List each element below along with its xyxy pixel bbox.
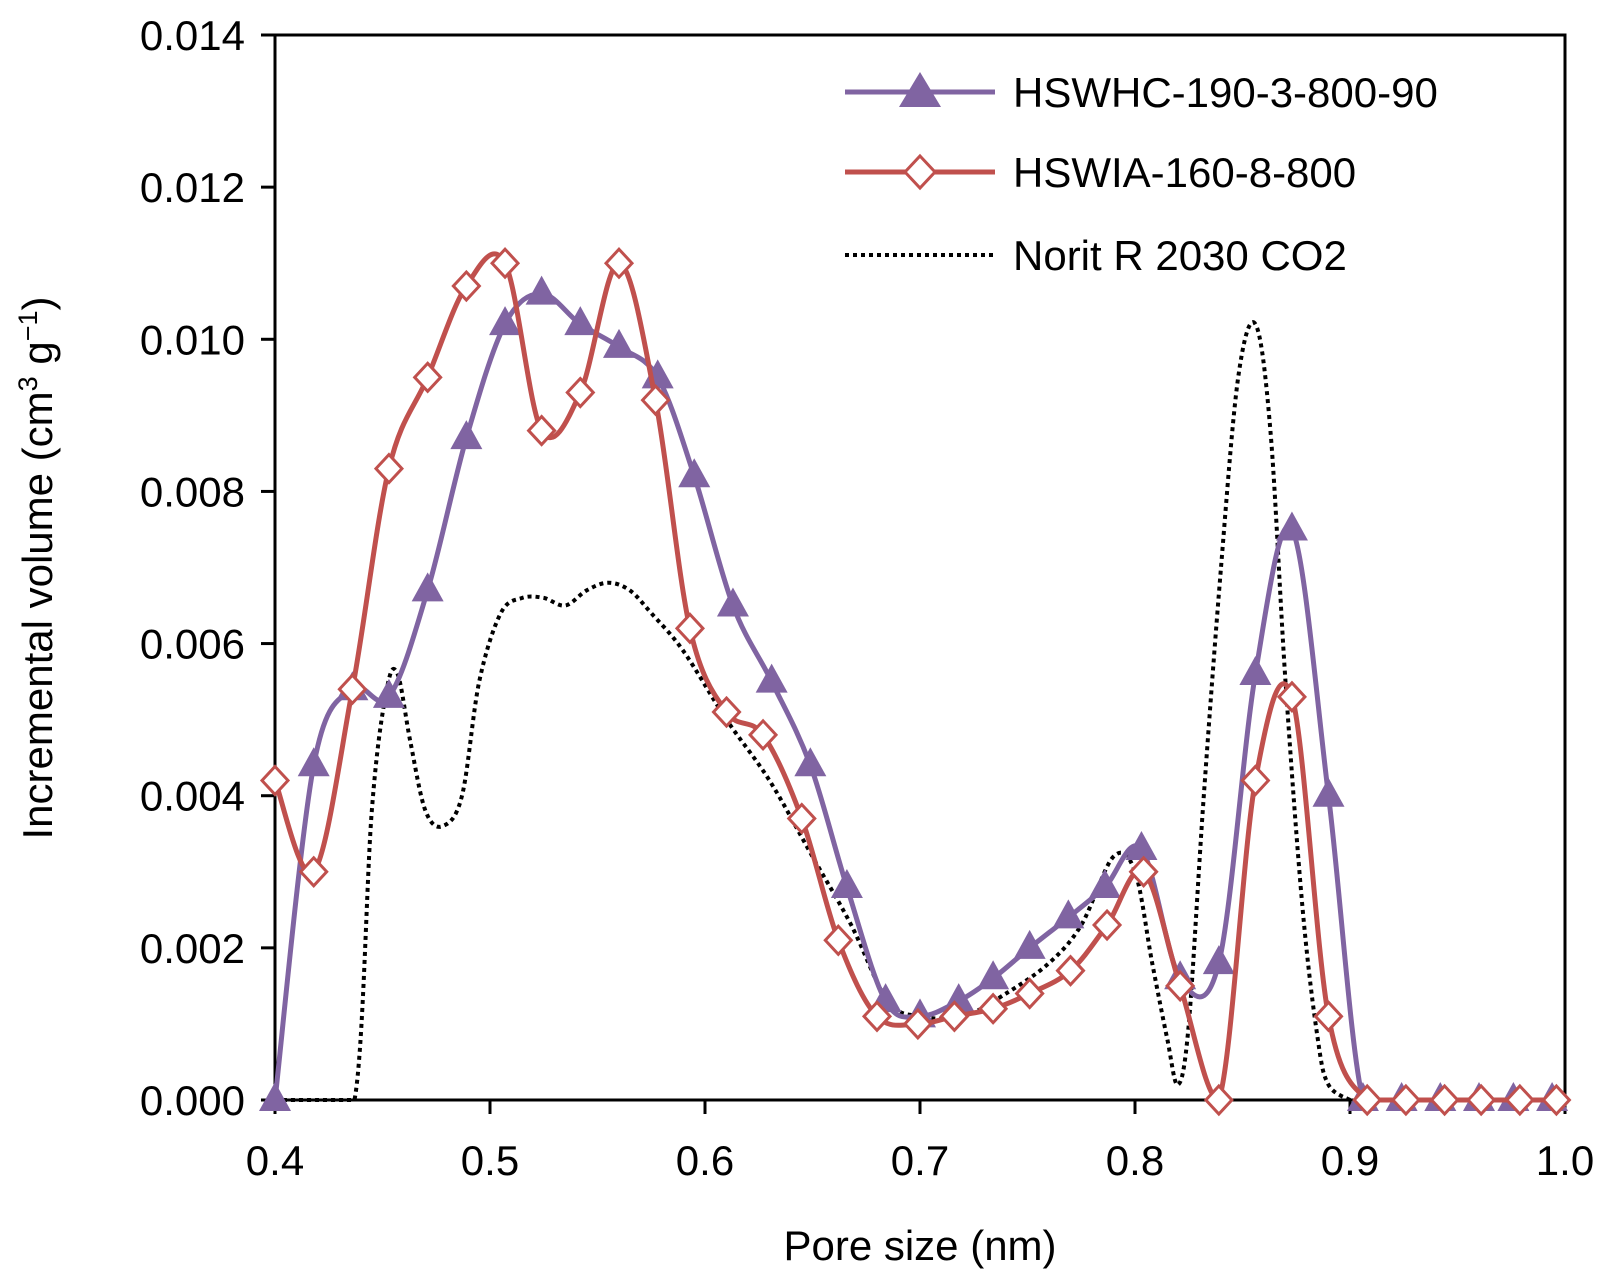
data-point-triangle — [1239, 656, 1272, 685]
data-point-diamond — [490, 247, 521, 280]
data-point-triangle — [977, 960, 1010, 990]
data-point-diamond — [786, 802, 817, 835]
series-1 — [259, 247, 1572, 1117]
x-axis: 0.4 0.5 0.6 0.7 0.8 0.9 1.0 — [246, 1100, 1594, 1184]
data-point-triangle — [259, 1082, 291, 1111]
data-point-triangle — [678, 458, 711, 488]
y-tick-label: 0.006 — [140, 621, 245, 668]
data-point-triangle — [794, 747, 827, 777]
data-point-triangle — [297, 747, 330, 777]
data-point-diamond — [1014, 977, 1045, 1010]
legend-marker-triangle — [899, 72, 941, 107]
data-point-triangle — [1013, 929, 1046, 959]
data-point-triangle — [525, 275, 558, 305]
series-layer — [259, 247, 1572, 1117]
y-tick-label: 0.008 — [140, 468, 245, 515]
data-point-diamond — [978, 992, 1009, 1025]
y-tick-label: 0.012 — [140, 164, 245, 211]
x-axis-title: Pore size (nm) — [783, 1222, 1056, 1269]
legend-label-hswia: HSWIA-160-8-800 — [1013, 149, 1356, 196]
data-point-diamond — [451, 269, 482, 303]
x-tick-label: 0.4 — [246, 1137, 304, 1184]
data-point-diamond — [1466, 1083, 1497, 1117]
data-point-diamond — [373, 452, 404, 485]
data-point-diamond — [1092, 908, 1123, 942]
data-point-diamond — [565, 376, 596, 409]
y-axis: 0.000 0.002 0.004 0.006 0.008 0.010 0.012 0.014 — [140, 12, 275, 1124]
y-tick-label: 0.014 — [140, 12, 245, 59]
y-tick-label: 0.004 — [140, 773, 245, 820]
y-tick-label: 0.000 — [140, 1077, 245, 1124]
data-point-diamond — [1390, 1083, 1421, 1117]
data-point-diamond — [748, 718, 779, 752]
data-point-diamond — [902, 1007, 933, 1041]
data-point-triangle — [372, 678, 405, 708]
data-point-diamond — [939, 1000, 970, 1033]
x-tick-label: 0.5 — [461, 1137, 519, 1184]
data-point-diamond — [337, 673, 368, 706]
data-point-diamond — [861, 1000, 893, 1033]
data-point-triangle — [1088, 869, 1121, 898]
data-point-diamond — [1240, 764, 1271, 797]
data-point-triangle — [1312, 777, 1345, 807]
data-point-diamond — [1276, 680, 1307, 714]
data-point-diamond — [1165, 969, 1196, 1003]
data-point-diamond — [1504, 1083, 1535, 1117]
legend-marker-diamond — [902, 153, 938, 191]
data-point-diamond — [298, 855, 329, 888]
data-point-diamond — [711, 695, 742, 729]
data-point-diamond — [1055, 954, 1086, 987]
series-2 — [274, 320, 1352, 1102]
x-tick-label: 1.0 — [1536, 1137, 1594, 1184]
data-point-diamond — [1313, 1000, 1344, 1033]
data-point-triangle — [755, 663, 788, 693]
data-point-triangle — [830, 869, 863, 898]
data-point-diamond — [603, 247, 635, 280]
legend-label-norit: Norit R 2030 CO2 — [1013, 232, 1347, 279]
x-tick-label: 0.9 — [1321, 1137, 1379, 1184]
data-point-diamond — [823, 924, 854, 957]
data-point-diamond — [1429, 1083, 1460, 1117]
x-tick-label: 0.6 — [676, 1137, 734, 1184]
y-axis-title: Incremental volume (cm3 g−1) — [13, 297, 61, 840]
data-point-triangle — [1275, 511, 1308, 541]
data-point-diamond — [1541, 1083, 1572, 1117]
data-point-diamond — [412, 361, 443, 394]
data-point-diamond — [259, 764, 291, 797]
y-tick-label: 0.010 — [140, 316, 245, 363]
data-point-diamond — [526, 414, 557, 447]
data-point-diamond — [1203, 1083, 1234, 1117]
legend-label-hswhc: HSWHC-190-3-800-90 — [1013, 69, 1438, 116]
legend-entry-hswhc: HSWHC-190-3-800-90 — [845, 69, 1438, 116]
x-tick-label: 0.8 — [1106, 1137, 1164, 1184]
x-tick-label: 0.7 — [891, 1137, 949, 1184]
data-point-triangle — [450, 420, 483, 450]
y-tick-label: 0.002 — [140, 925, 245, 972]
data-point-triangle — [411, 572, 444, 602]
data-point-diamond — [1128, 855, 1159, 888]
data-point-diamond — [640, 383, 671, 417]
series-line — [274, 320, 1352, 1102]
legend-entry-norit: Norit R 2030 CO2 — [845, 232, 1347, 279]
data-point-diamond — [1352, 1083, 1383, 1117]
data-point-diamond — [674, 612, 705, 645]
data-point-triangle — [716, 587, 749, 617]
legend-entry-hswia: HSWIA-160-8-800 — [845, 149, 1356, 196]
legend: HSWHC-190-3-800-90 HSWIA-160-8-800 Norit… — [845, 69, 1438, 279]
data-point-triangle — [489, 306, 522, 336]
data-point-triangle — [1202, 945, 1235, 975]
data-point-triangle — [603, 328, 635, 358]
data-point-triangle — [564, 306, 597, 336]
data-point-triangle — [1125, 830, 1158, 860]
data-point-triangle — [1052, 899, 1085, 929]
